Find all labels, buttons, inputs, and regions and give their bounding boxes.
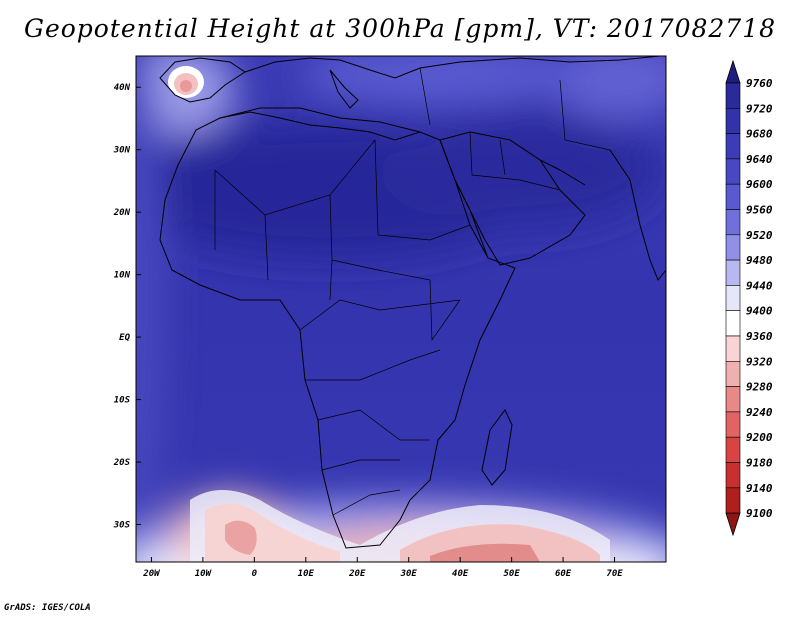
height-field [136,56,666,562]
lon-tick-label: 30E [400,569,418,579]
colorbar-bin [725,411,741,438]
colorbar-label: 9400 [746,305,773,318]
colorbar: 9760 9720 9680 9640 9600 9560 9520 9480 9440 9400… [725,59,773,537]
lat-tick-label: 20S [113,458,131,468]
lon-tick-label: 40E [452,569,469,579]
lat-tick-label: 10S [114,396,131,406]
colorbar-label: 9100 [746,507,773,520]
coastlines [159,56,666,549]
colorbar-label: 9320 [746,355,773,368]
colorbar-bin [725,462,741,489]
colorbar-label: 9600 [746,178,773,191]
lon-tick-label: 10E [298,569,315,579]
colorbar-bin [725,183,741,210]
colorbar-bin [725,234,741,261]
colorbar-bin [725,310,741,337]
colorbar-bin [725,209,741,236]
lon-tick-label: 70E [606,569,623,579]
colorbar-label: 9520 [746,229,773,242]
colorbar-label: 9240 [746,406,773,419]
colorbar-bin [725,386,741,413]
colorbar-label: 9680 [746,128,773,141]
colorbar-label: 9560 [746,204,773,217]
colorbar-bin [725,285,741,311]
colorbar-bin [725,436,741,463]
colorbar-label: 9200 [746,431,773,444]
credit-text: GrADS: IGES/COLA [4,603,91,613]
colorbar-bin [725,487,741,514]
lon-tick-label: 10W [195,569,213,579]
colorbar-bin [725,158,741,185]
lon-tick-label: 20W [142,569,161,579]
colorbar-bin [725,108,741,134]
lon-tick-label: 0 [252,569,258,579]
colorbar-label: 9480 [746,254,773,267]
lat-tick-label: 30S [113,521,131,531]
lat-tick-label: 10N [114,271,131,281]
colorbar-label: 9360 [746,330,773,343]
colorbar-label: 9640 [746,153,773,166]
lon-axis: 20W 10W 0 10E 20E 30E 40E 50E 60E 70E [142,557,623,579]
colorbar-bin [725,133,741,160]
map-title: Geopotential Height at 300hPa [gpm], VT:… [23,14,777,43]
colorbar-label: 9760 [746,77,773,90]
lat-axis: 40N 30N 20N 10N EQ 10S 20S 30S [113,83,141,531]
colorbar-label: 9280 [746,381,773,394]
colorbar-label: 9180 [746,457,773,470]
lon-tick-label: 20E [348,569,366,579]
colorbar-bin [725,259,741,286]
map-frame [135,55,667,563]
borders [214,67,611,516]
lon-tick-label: 50E [503,569,520,579]
lat-tick-label: 20N [113,208,131,218]
colorbar-bin [725,335,741,362]
lon-tick-label: 60E [555,569,572,579]
lat-tick-label: 30N [113,146,131,156]
lat-tick-label: 40N [114,83,131,93]
colorbar-bin [725,82,741,109]
colorbar-label: 9720 [746,102,773,115]
colorbar-label: 9440 [746,279,773,292]
colorbar-label: 9140 [746,482,773,495]
colorbar-top-arrow [725,59,741,84]
colorbar-bin [725,360,741,387]
lat-tick-label: EQ [119,333,130,343]
colorbar-bottom-arrow [725,512,741,537]
